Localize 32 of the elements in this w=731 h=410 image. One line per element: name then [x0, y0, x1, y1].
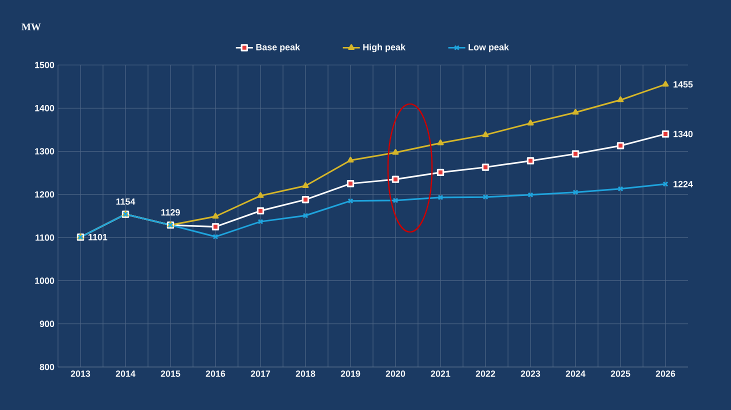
y-tick-label: 1100	[36, 234, 54, 241]
x-tick-label: 2013	[70, 370, 90, 377]
y-tick-label: 1200	[35, 191, 54, 198]
y-tick-label: 800	[40, 364, 54, 370]
legend-label: High peak	[363, 44, 406, 52]
x-tick-label: 2021	[430, 370, 450, 377]
legend-label: Low peak	[468, 44, 509, 52]
data-label: 1101	[88, 234, 108, 240]
x-tick-label: 2023	[520, 370, 540, 377]
x-tick-label: 2020	[386, 370, 406, 377]
x-tick-label: 2015	[160, 370, 180, 377]
y-axis-title: MW	[22, 24, 41, 30]
y-tick-label: 900	[40, 320, 54, 328]
x-tick-label: 2024	[566, 370, 586, 377]
data-label: 1455	[674, 81, 693, 88]
x-tick-label: 2014	[116, 370, 136, 377]
x-tick-label: 2026	[656, 370, 676, 377]
x-tick-label: 2018	[296, 370, 316, 377]
data-label: 1154	[116, 198, 136, 205]
legend-label: Base peak	[256, 44, 300, 52]
data-label: 1224	[674, 180, 693, 188]
y-tick-label: 1300	[35, 148, 54, 154]
x-tick-label: 2022	[476, 370, 496, 377]
data-label: 1129	[161, 209, 180, 216]
y-tick-label: 1500	[35, 62, 54, 68]
y-tick-label: 1400	[35, 104, 54, 112]
y-tick-label: 1000	[35, 278, 54, 284]
data-label: 1340	[674, 130, 693, 138]
x-tick-label: 2017	[250, 370, 270, 377]
x-tick-label: 2016	[206, 370, 226, 377]
x-tick-label: 2025	[610, 370, 630, 377]
x-tick-label: 2019	[340, 370, 360, 377]
